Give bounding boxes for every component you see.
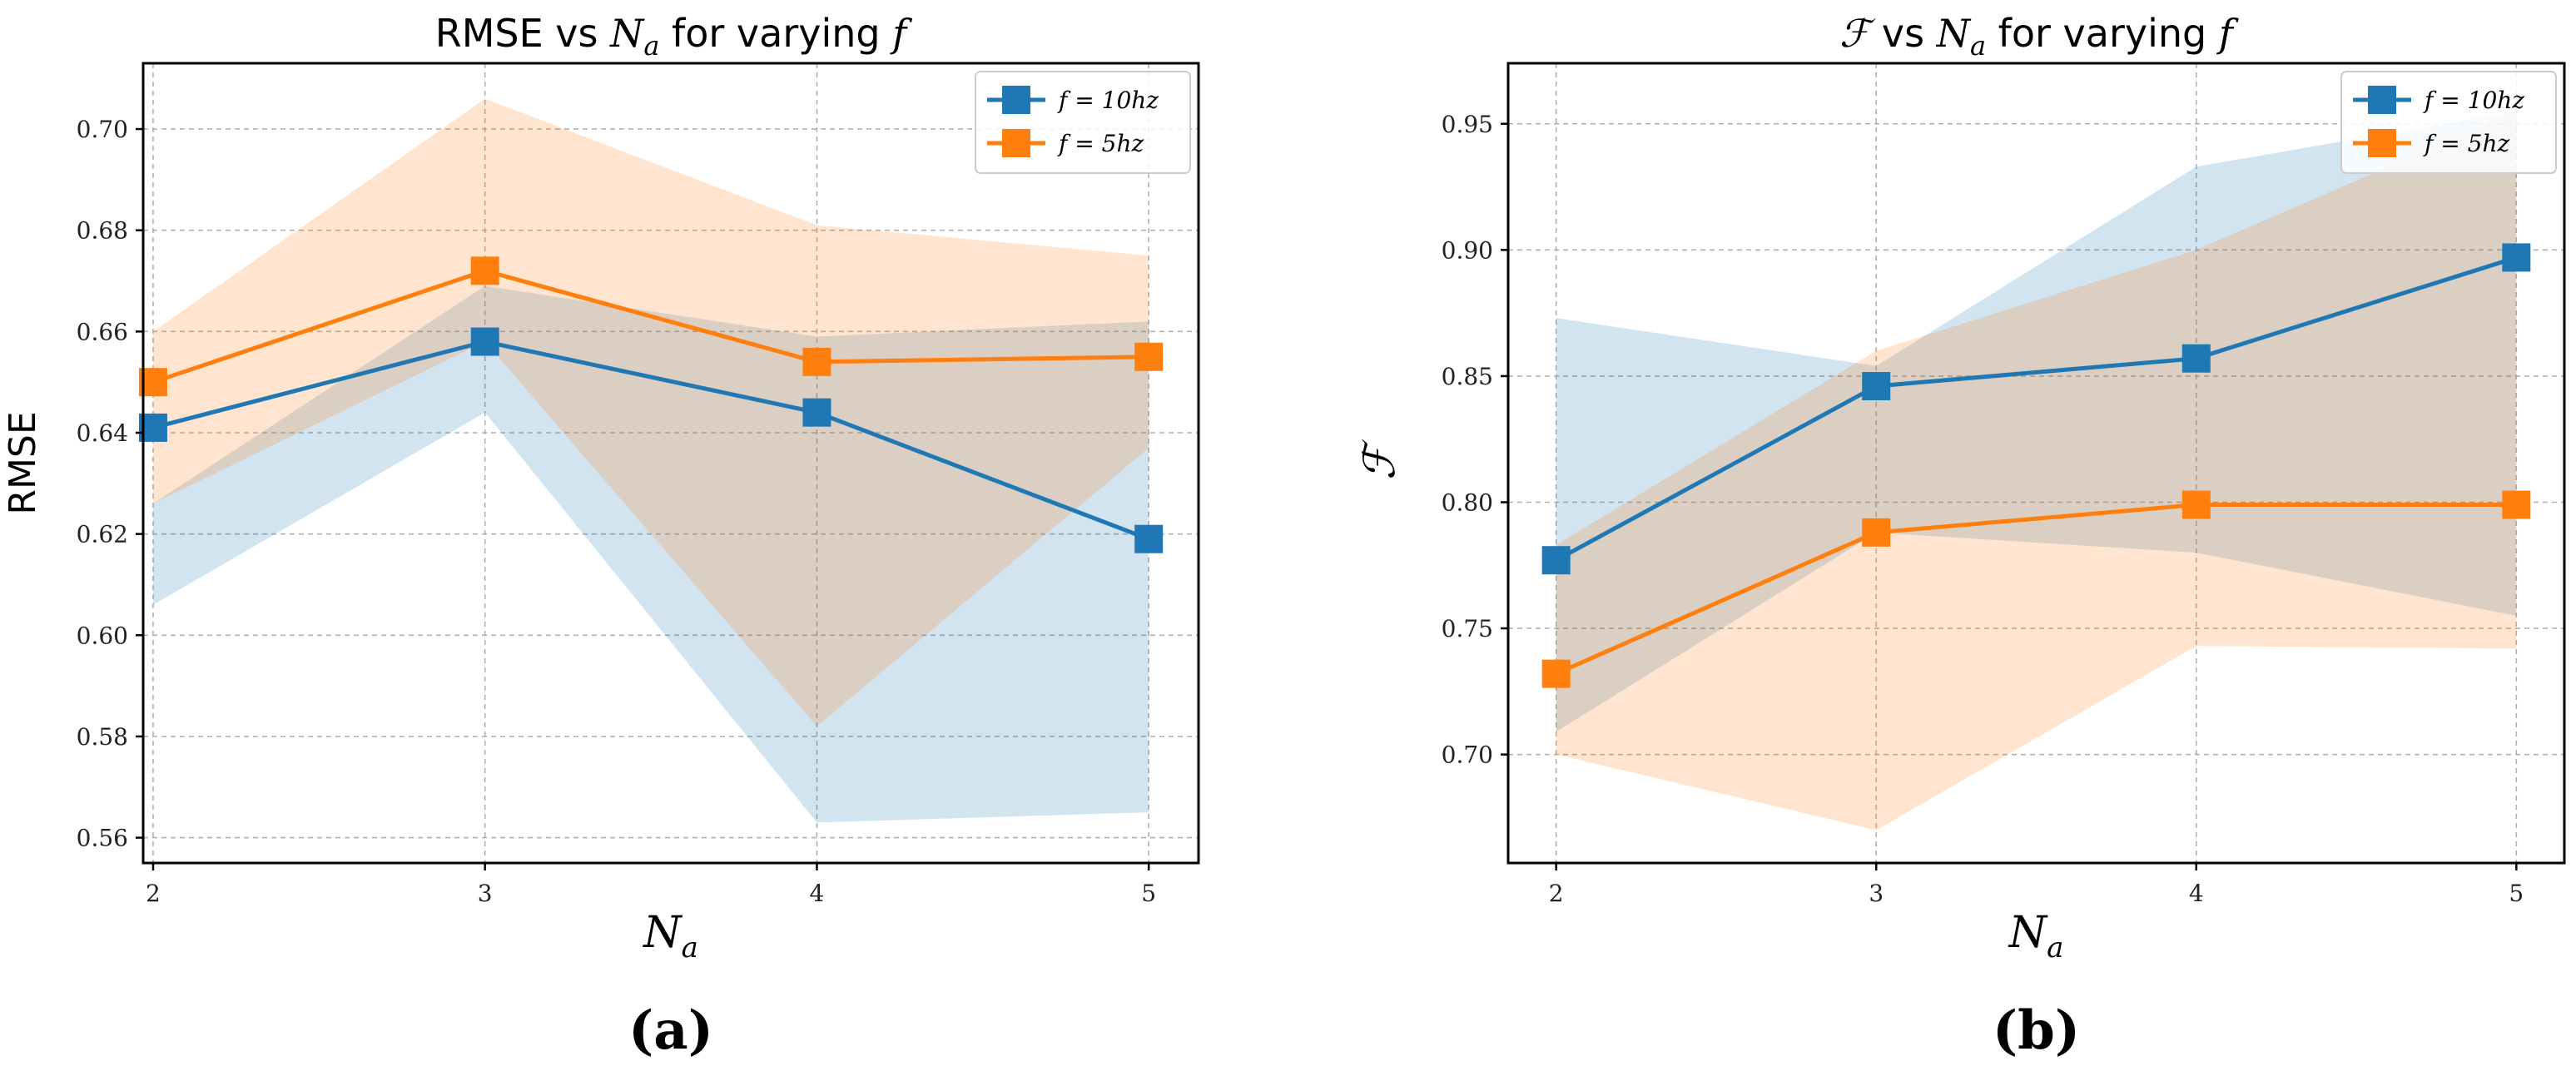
chart-0-marker-1-3 xyxy=(1134,342,1164,371)
chart-1-legend: f = 10hz f = 5hz xyxy=(2340,71,2557,174)
chart-1-x-axis-label: Na xyxy=(2008,908,2064,965)
chart-1-title: ℱ vs Na for varying f xyxy=(1839,11,2239,62)
chart-0-marker-1-1 xyxy=(470,256,499,285)
chart-1-marker-0-3 xyxy=(2502,243,2531,272)
chart-0-y-tick-label: 0.68 xyxy=(77,217,128,245)
chart-0-legend-marker-0 xyxy=(1002,86,1030,114)
chart-1-legend-label-1: f = 5hz xyxy=(2423,130,2509,157)
chart-1-marker-1-1 xyxy=(1862,518,1891,547)
chart-1-x-tick-label: 4 xyxy=(2189,880,2204,907)
chart-1-x-tick-label: 3 xyxy=(1869,880,1884,907)
chart-0-y-tick-label: 0.62 xyxy=(77,521,128,548)
chart-0-legend-marker-1 xyxy=(1002,129,1030,157)
chart-1-legend-marker-1 xyxy=(2368,129,2396,157)
chart-0-panel-label: (a) xyxy=(628,999,713,1062)
chart-0-legend-label-1: f = 5hz xyxy=(1057,130,1144,157)
chart-0-legend: f = 10hz f = 5hz xyxy=(975,71,1191,174)
chart-1-marker-1-2 xyxy=(2181,490,2211,519)
chart-1-marker-0-1 xyxy=(1862,372,1891,401)
chart-0-y-tick-label: 0.58 xyxy=(77,723,128,751)
chart-1-x-tick-label: 5 xyxy=(2509,880,2524,907)
chart-fidelity: 2 3 4 5 0.70 0.75 0.80 0.85 0.90 0.95 ℱ vs Na for … xyxy=(1355,11,2566,1062)
chart-1-band-0 xyxy=(1556,111,2517,732)
chart-0-marker-0-1 xyxy=(470,327,499,356)
chart-1-band-1 xyxy=(1556,111,2517,831)
chart-rmse: 2 3 4 5 0.56 0.58 0.60 0.62 0.64 0.66 0.68 0.70 RMSE… xyxy=(2,11,1200,1062)
chart-0-series-line-1 xyxy=(152,268,1149,384)
chart-1-y-tick-label: 0.75 xyxy=(1442,615,1493,642)
chart-1-legend-label-0: f = 10hz xyxy=(2423,87,2524,114)
chart-0-marker-0-3 xyxy=(1134,524,1164,553)
chart-1-series-line-1 xyxy=(1555,503,2517,676)
chart-0-axes-frame xyxy=(141,62,1200,865)
chart-0-y-tick-label: 0.56 xyxy=(77,825,128,852)
chart-1-axes-frame xyxy=(1506,62,2566,865)
chart-1-x-tick-label: 2 xyxy=(1549,880,1564,907)
chart-0-y-axis-label: RMSE xyxy=(2,411,44,514)
chart-0-y-tick-label: 0.64 xyxy=(77,419,128,447)
chart-0-x-tick-label: 4 xyxy=(810,880,825,907)
chart-0-y-tick-label: 0.66 xyxy=(77,318,128,345)
chart-0-x-axis-label: Na xyxy=(642,908,698,965)
chart-0-x-tick-label: 2 xyxy=(146,880,161,907)
chart-0-band-1 xyxy=(152,98,1149,727)
chart-0-marker-0-2 xyxy=(802,398,831,427)
chart-1-marker-0-2 xyxy=(2181,344,2211,373)
chart-1-marker-1-0 xyxy=(1541,659,1571,688)
chart-1-marker-0-0 xyxy=(1541,546,1571,575)
chart-0-y-tick-label: 0.70 xyxy=(77,116,128,143)
chart-0-legend-label-0: f = 10hz xyxy=(1057,87,1159,114)
chart-0-band-0 xyxy=(152,285,1149,823)
chart-0-title: RMSE vs Na for varying f xyxy=(435,11,912,62)
chart-1-panel-label: (b) xyxy=(1993,999,2080,1062)
chart-1-y-tick-label: 0.90 xyxy=(1442,236,1493,264)
chart-0-series-line-0 xyxy=(152,339,1150,542)
chart-1-marker-1-3 xyxy=(2502,490,2531,519)
chart-1-series-line-0 xyxy=(1555,255,2518,563)
chart-0-x-tick-label: 5 xyxy=(1141,880,1156,907)
chart-1-y-tick-label: 0.95 xyxy=(1442,111,1493,138)
chart-0-marker-1-2 xyxy=(802,347,831,376)
chart-1-legend-marker-0 xyxy=(2368,86,2396,114)
chart-1-y-axis-label: ℱ xyxy=(1355,439,1405,480)
chart-1-y-tick-label: 0.80 xyxy=(1442,488,1493,516)
chart-0-x-tick-label: 3 xyxy=(478,880,493,907)
chart-1-y-tick-label: 0.85 xyxy=(1442,363,1493,390)
chart-1-y-tick-label: 0.70 xyxy=(1442,741,1493,769)
chart-0-y-tick-label: 0.60 xyxy=(77,622,128,649)
